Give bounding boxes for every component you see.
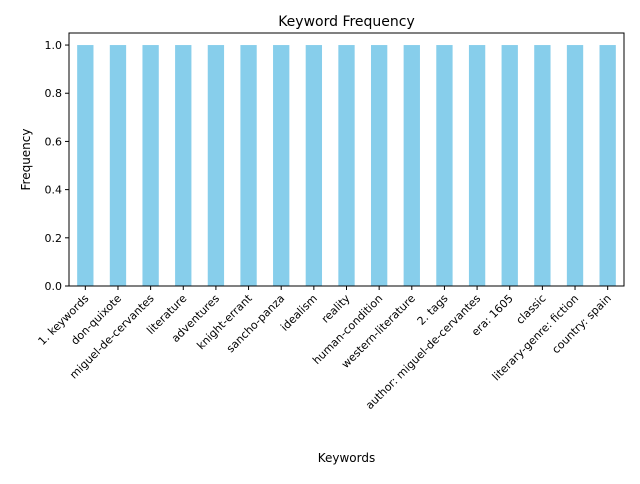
- plot-frame: [68, 32, 625, 287]
- bar: [142, 45, 159, 286]
- y-axis-label: Frequency: [19, 129, 33, 191]
- y-tick-label: 0.4: [45, 184, 63, 197]
- y-tick-label: 0.2: [45, 232, 63, 245]
- bar: [273, 45, 290, 286]
- bar: [175, 45, 192, 286]
- x-tick-label: idealism: [278, 292, 320, 334]
- bar: [599, 45, 616, 286]
- bar: [501, 45, 518, 286]
- chart-title: Keyword Frequency: [278, 14, 415, 30]
- bar: [403, 45, 420, 286]
- bar: [240, 45, 257, 286]
- bar: [534, 45, 551, 286]
- y-tick-label: 1.0: [45, 39, 63, 52]
- bar: [566, 45, 584, 286]
- bar: [436, 45, 453, 286]
- bar: [305, 45, 323, 286]
- bar: [77, 45, 94, 286]
- y-tick-label: 0.8: [45, 87, 63, 100]
- x-axis-label: Keywords: [318, 451, 376, 465]
- y-axis-ticks: 0.0 0.2 0.4 0.6 0.8 1.0: [45, 39, 69, 293]
- x-axis-ticks: 1. keywordsdon-quixotemiguel-de-cervante…: [36, 286, 614, 412]
- y-tick-label: 0.0: [45, 280, 63, 293]
- bars-layer: [77, 45, 616, 286]
- x-tick-label: country: spain: [549, 292, 613, 356]
- bar: [109, 45, 127, 286]
- bar: [468, 45, 486, 286]
- bar: [370, 45, 388, 286]
- bar: [338, 45, 355, 286]
- y-tick-label: 0.6: [45, 135, 63, 148]
- bar: [207, 45, 225, 286]
